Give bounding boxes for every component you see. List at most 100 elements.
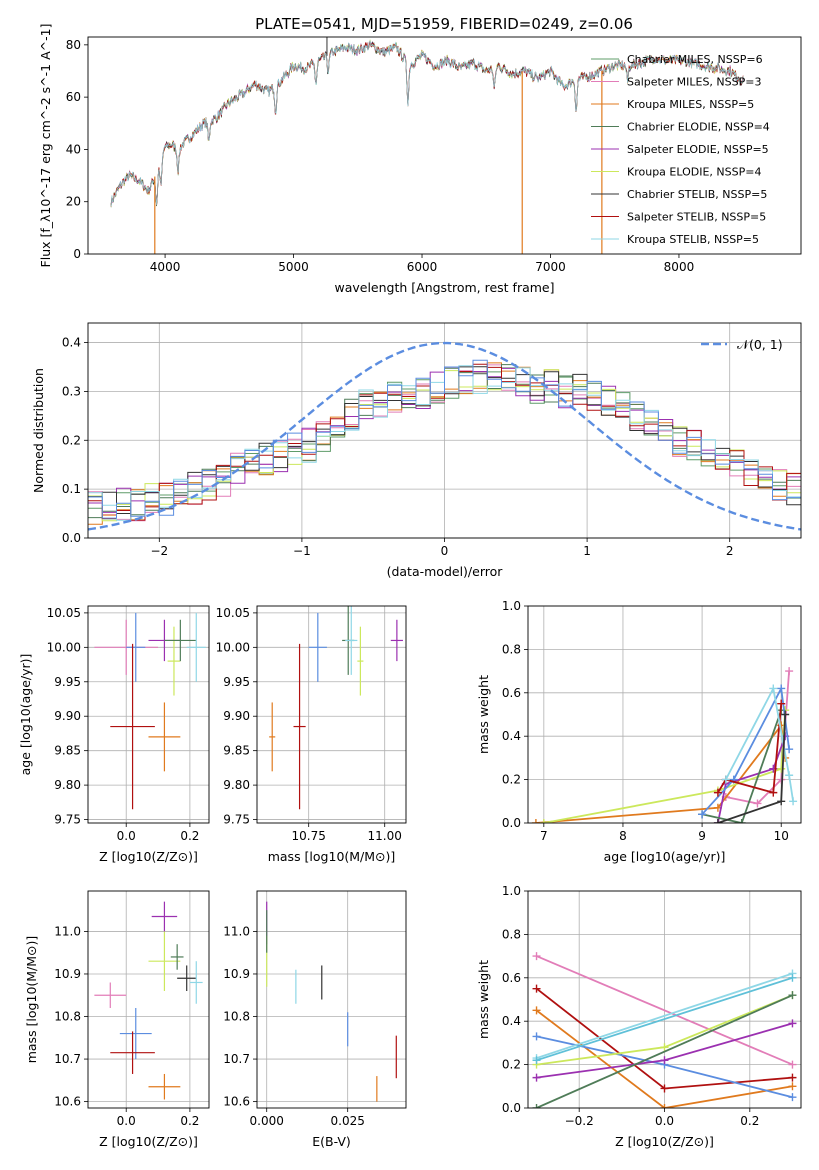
y-tick-label: 9.95 [223, 675, 250, 689]
y-tick-label: 10.05 [216, 606, 250, 620]
weight-marker [532, 1056, 541, 1065]
y-tick-label: 0.0 [502, 816, 521, 830]
legend-label: Kroupa MILES, NSSP=5 [627, 98, 754, 111]
weight-marker [721, 775, 730, 784]
weight-marker [753, 799, 762, 808]
x-tick-label: 2 [726, 544, 734, 558]
axes-frame [256, 890, 407, 1109]
residuals-plot-area [88, 341, 801, 531]
spectrum-axes: 4000 5000 6000 7000 8000 0 20 40 60 80 wavelength … [38, 24, 802, 295]
x-tick-label: 10 [774, 829, 789, 843]
weight-marker [788, 1060, 797, 1069]
y-tick-label: 0.0 [502, 1101, 521, 1115]
axes-frame [87, 36, 802, 255]
weight-marker [698, 810, 707, 819]
residuals-axes: −2 −1 0 1 2 0.0 0.1 0.2 0.3 0.4 (data-model)/error… [31, 322, 802, 579]
axes-frame [527, 890, 802, 1109]
weight-marker [781, 710, 790, 719]
spectrum-series-line [110, 40, 744, 207]
axes-frame [87, 890, 210, 1109]
age-vs-mass-axes: 10.75 11.00 9.75 9.80 9.85 9.90 9.95 10.00 10.05… [216, 605, 407, 864]
histogram-step-line [88, 363, 801, 521]
weight-marker [769, 684, 778, 693]
y-tick-label: 60 [66, 90, 81, 104]
weight-line [535, 1009, 793, 1108]
weight-vs-Z-axes: −0.2 0.0 0.2 0.0 0.2 0.4 0.6 0.8 1.0 Z [log10(Z/Z… [476, 884, 802, 1149]
x-axis-label: mass [log10(M/M⊙)] [268, 849, 396, 864]
y-tick-label: 10.9 [54, 967, 81, 981]
axes-frame [87, 605, 210, 824]
spectrum-plot-area [110, 37, 744, 254]
y-tick-label: 10.9 [223, 967, 250, 981]
weight-marker [660, 1056, 669, 1065]
x-tick-label: 7 [540, 829, 548, 843]
y-tick-label: 9.75 [223, 813, 250, 827]
weight-line [536, 976, 793, 1062]
y-tick-label: 9.80 [223, 778, 250, 792]
mass-vs-EBV-axes: 0.000 0.025 10.6 10.7 10.8 10.9 11.0 E(B-V) [223, 890, 407, 1149]
x-tick-label: 9 [698, 829, 706, 843]
y-tick-label: 10.7 [54, 1052, 81, 1066]
age-vs-Z-axes: 0.0 0.2 9.75 9.80 9.85 9.90 9.95 10.00 10.05 Z [l… [18, 605, 210, 864]
weight-marker [777, 699, 786, 708]
x-axis-label: (data-model)/error [387, 564, 504, 579]
y-tick-label: 9.90 [223, 709, 250, 723]
y-tick-label: 9.85 [54, 744, 81, 758]
weight-marker [532, 1006, 541, 1015]
mass-vs-Z-axes: 0.0 0.2 10.6 10.7 10.8 10.9 11.0 Z [log10(Z/Z⊙)… [24, 890, 210, 1149]
legend-label: Kroupa ELODIE, NSSP=4 [627, 166, 761, 179]
weight-marker [713, 788, 722, 797]
weight-marker [539, 819, 548, 823]
x-tick-label: −0.2 [565, 1114, 594, 1128]
y-tick-label: 0.2 [62, 433, 81, 447]
spectrum-title: PLATE=0541, MJD=51959, FIBERID=0249, z=0… [255, 15, 633, 33]
weight-marker [532, 952, 541, 961]
weight-vs-Z-plot-area [532, 952, 797, 1108]
weight-marker [788, 991, 797, 1000]
x-axis-label: Z [log10(Z/Z⊙)] [615, 1134, 714, 1149]
y-tick-label: 1.0 [502, 884, 521, 898]
legend-label: Salpeter STELIB, NSSP=5 [627, 211, 766, 224]
legend-label: Chabrier STELIB, NSSP=5 [627, 188, 767, 201]
x-tick-label: 0.0 [117, 829, 136, 843]
x-tick-label: 11.00 [368, 829, 402, 843]
y-tick-label: 9.85 [223, 744, 250, 758]
weight-marker [788, 1082, 797, 1091]
y-tick-label: 10.00 [47, 640, 81, 654]
y-tick-label: 1.0 [502, 599, 521, 613]
y-tick-label: 80 [66, 38, 81, 52]
axes-frame [256, 605, 407, 824]
y-tick-label: 9.90 [54, 709, 81, 723]
age-vs-mass-plot-area [269, 606, 403, 810]
y-tick-label: 9.75 [54, 813, 81, 827]
y-tick-label: 0.4 [62, 336, 81, 350]
weight-marker [785, 771, 794, 780]
x-tick-label: 5000 [278, 260, 309, 274]
weight-marker [532, 1073, 541, 1082]
weight-line [725, 685, 794, 802]
x-tick-label: 7000 [535, 260, 566, 274]
y-tick-label: 9.80 [54, 778, 81, 792]
x-axis-label: age [log10(age/yr)] [604, 849, 726, 864]
y-axis-label: mass weight [476, 675, 491, 754]
weight-line [717, 735, 787, 823]
y-tick-label: 20 [66, 195, 81, 209]
x-tick-label: 0.025 [331, 1114, 365, 1128]
weight-marker [660, 1043, 669, 1052]
y-tick-label: 40 [66, 142, 81, 156]
y-axis-label: Normed distribution [31, 368, 46, 493]
y-tick-label: 0.8 [502, 927, 521, 941]
y-tick-label: 10.05 [47, 606, 81, 620]
weight-marker [788, 1073, 797, 1082]
y-tick-label: 11.0 [54, 924, 81, 938]
mass-vs-Z-plot-area [94, 901, 203, 1100]
y-axis-label: mass [log10(M/M⊙)] [24, 936, 39, 1064]
x-tick-label: 8 [619, 829, 627, 843]
y-tick-label: 0.0 [62, 531, 81, 545]
y-tick-label: 10.8 [54, 1010, 81, 1024]
y-tick-label: 10.7 [223, 1052, 250, 1066]
y-tick-label: 0 [73, 247, 81, 261]
axes-frame [527, 605, 802, 824]
weight-line [536, 955, 793, 1066]
